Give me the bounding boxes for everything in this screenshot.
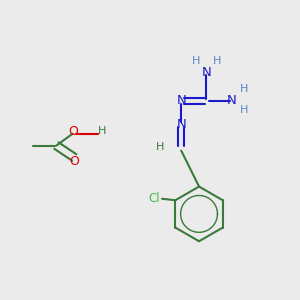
Text: O: O — [68, 125, 78, 138]
Text: O: O — [69, 155, 79, 168]
Text: Cl: Cl — [149, 192, 161, 205]
Text: H: H — [239, 84, 248, 94]
Text: H: H — [98, 126, 106, 136]
Text: N: N — [176, 94, 186, 107]
Text: H: H — [156, 142, 165, 152]
Text: N: N — [176, 118, 186, 131]
Text: H: H — [239, 105, 248, 115]
Text: N: N — [202, 66, 211, 79]
Text: N: N — [227, 94, 237, 107]
Text: H: H — [213, 56, 221, 66]
Text: H: H — [192, 56, 200, 66]
